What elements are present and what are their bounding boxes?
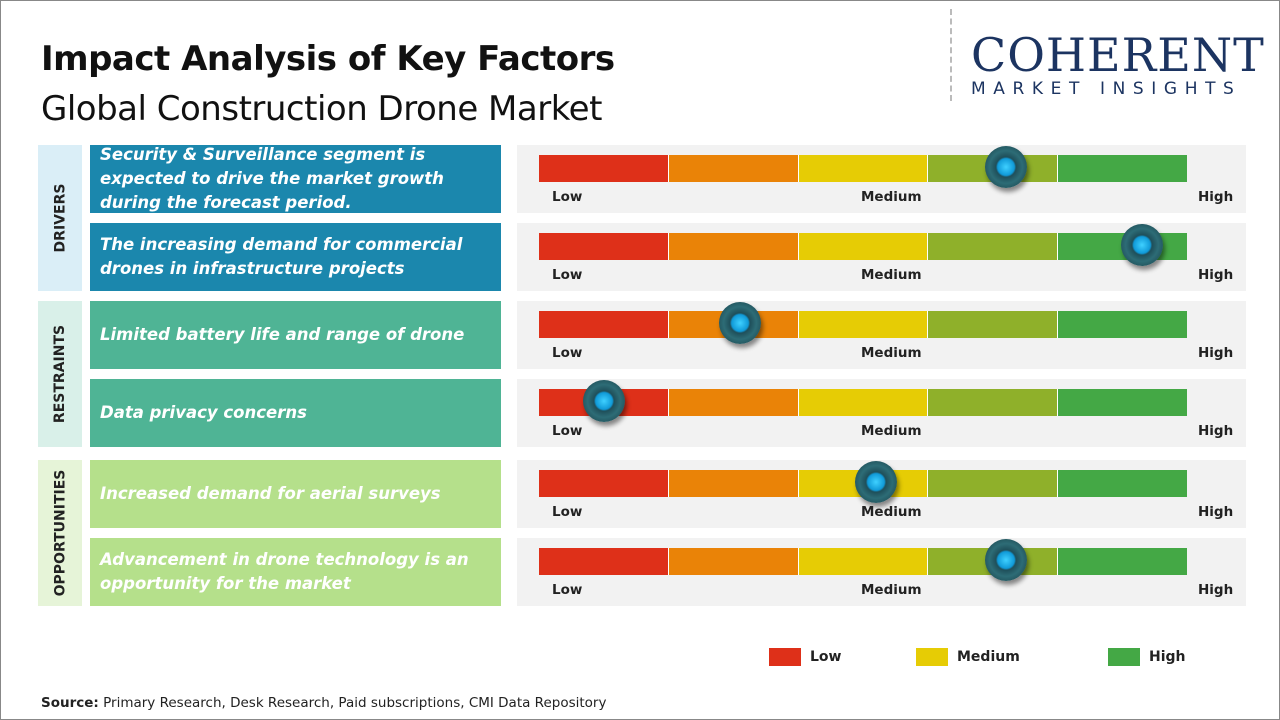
legend-label: High bbox=[1149, 649, 1186, 665]
gauge-bar bbox=[539, 389, 1187, 416]
gauge-bar bbox=[539, 155, 1187, 182]
impact-marker bbox=[984, 146, 1027, 188]
scale-medium: Medium bbox=[861, 267, 922, 283]
legend-item: Medium bbox=[916, 648, 1020, 666]
impact-gauge: Low Medium High bbox=[517, 301, 1246, 369]
factor-label: Limited battery life and range of drone bbox=[90, 301, 501, 369]
impact-gauge: Low Medium High bbox=[517, 379, 1246, 447]
gauge-segment bbox=[928, 311, 1059, 338]
logo: COHERENT MARKET INSIGHTS bbox=[971, 31, 1271, 99]
scale-low: Low bbox=[552, 345, 583, 361]
gauge-segment bbox=[798, 233, 929, 260]
category-label: DRIVERS bbox=[52, 183, 68, 253]
gauge-bar bbox=[539, 470, 1187, 497]
logo-sub: MARKET INSIGHTS bbox=[971, 79, 1242, 99]
gauge-segment bbox=[539, 548, 669, 575]
factor-label: The increasing demand for commercial dro… bbox=[90, 223, 501, 291]
scale-high: High bbox=[1198, 423, 1234, 439]
source-label: Source: bbox=[41, 695, 99, 711]
category-drivers: DRIVERS bbox=[38, 145, 82, 291]
factor-label: Advancement in drone technology is an op… bbox=[90, 538, 501, 606]
gauge-segment bbox=[798, 548, 929, 575]
gauge-segment bbox=[539, 470, 669, 497]
gauge-bar bbox=[539, 311, 1187, 338]
impact-gauge: Low Medium High bbox=[517, 538, 1246, 606]
page-subtitle: Global Construction Drone Market bbox=[41, 89, 602, 129]
gauge-segment bbox=[668, 470, 799, 497]
scale-low: Low bbox=[552, 504, 583, 520]
category-restraints: RESTRAINTS bbox=[38, 301, 82, 447]
gauge-segment bbox=[928, 233, 1059, 260]
gauge-segment bbox=[928, 389, 1059, 416]
source: Source: Primary Research, Desk Research,… bbox=[41, 695, 606, 711]
scale-high: High bbox=[1198, 189, 1234, 205]
impact-marker bbox=[718, 302, 761, 344]
legend-swatch bbox=[916, 648, 948, 666]
gauge-segment bbox=[928, 470, 1059, 497]
scale-high: High bbox=[1198, 504, 1234, 520]
gauge-segment bbox=[539, 311, 669, 338]
gauge-segment bbox=[1058, 548, 1187, 575]
impact-marker bbox=[582, 380, 625, 422]
gauge-segment bbox=[1058, 155, 1187, 182]
source-text: Primary Research, Desk Research, Paid su… bbox=[98, 695, 607, 711]
gauge-segment bbox=[798, 311, 929, 338]
category-opportunities: OPPORTUNITIES bbox=[38, 460, 82, 606]
gauge-segment bbox=[798, 389, 929, 416]
gauge-segment bbox=[668, 155, 799, 182]
legend-item: High bbox=[1108, 648, 1186, 666]
gauge-segment bbox=[668, 233, 799, 260]
impact-gauge: Low Medium High bbox=[517, 145, 1246, 213]
scale-low: Low bbox=[552, 267, 583, 283]
scale-medium: Medium bbox=[861, 345, 922, 361]
category-label: RESTRAINTS bbox=[52, 324, 68, 424]
logo-main: COHERENT bbox=[971, 28, 1265, 82]
scale-high: High bbox=[1198, 267, 1234, 283]
scale-high: High bbox=[1198, 345, 1234, 361]
legend-swatch bbox=[769, 648, 801, 666]
scale-medium: Medium bbox=[861, 189, 922, 205]
impact-gauge: Low Medium High bbox=[517, 460, 1246, 528]
factor-label: Data privacy concerns bbox=[90, 379, 501, 447]
gauge-segment bbox=[539, 155, 669, 182]
scale-high: High bbox=[1198, 582, 1234, 598]
scale-low: Low bbox=[552, 582, 583, 598]
legend-item: Low bbox=[769, 648, 841, 666]
gauge-segment bbox=[1058, 470, 1187, 497]
gauge-segment bbox=[798, 155, 929, 182]
category-label: OPPORTUNITIES bbox=[52, 469, 69, 597]
page-title: Impact Analysis of Key Factors bbox=[41, 39, 615, 79]
gauge-segment bbox=[668, 548, 799, 575]
gauge-segment bbox=[1058, 389, 1187, 416]
divider bbox=[950, 9, 952, 101]
impact-marker bbox=[1120, 224, 1163, 266]
legend-swatch bbox=[1108, 648, 1140, 666]
factor-label: Security & Surveillance segment is expec… bbox=[90, 145, 501, 213]
scale-medium: Medium bbox=[861, 504, 922, 520]
gauge-segment bbox=[1058, 311, 1187, 338]
gauge-segment bbox=[539, 233, 669, 260]
impact-marker bbox=[854, 461, 897, 503]
scale-low: Low bbox=[552, 189, 583, 205]
impact-gauge: Low Medium High bbox=[517, 223, 1246, 291]
gauge-bar bbox=[539, 548, 1187, 575]
factor-label: Increased demand for aerial surveys bbox=[90, 460, 501, 528]
impact-marker bbox=[984, 539, 1027, 581]
legend-label: Low bbox=[810, 649, 842, 665]
scale-medium: Medium bbox=[861, 582, 922, 598]
legend-label: Medium bbox=[957, 649, 1020, 665]
scale-medium: Medium bbox=[861, 423, 922, 439]
gauge-bar bbox=[539, 233, 1187, 260]
gauge-segment bbox=[668, 389, 799, 416]
scale-low: Low bbox=[552, 423, 583, 439]
